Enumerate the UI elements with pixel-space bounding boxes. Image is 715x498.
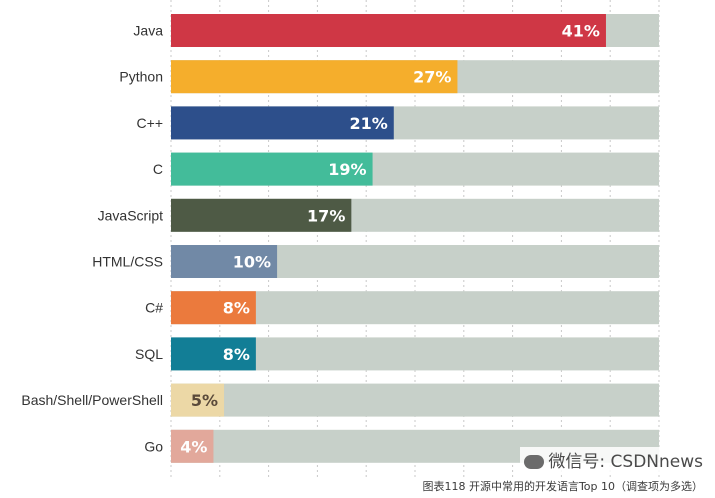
category-label: C++ bbox=[137, 115, 163, 131]
category-label: Python bbox=[119, 69, 163, 85]
category-label: SQL bbox=[135, 346, 163, 362]
category-label: C bbox=[153, 161, 163, 177]
bar bbox=[171, 14, 606, 47]
watermark: 微信号: CSDNnews bbox=[520, 447, 707, 472]
value-label: 4% bbox=[180, 437, 207, 456]
bar bbox=[171, 106, 394, 140]
category-labels: Java Python C++ C JavaScript HTML/CSS C# SQL Bas… bbox=[21, 23, 163, 455]
bar-track bbox=[171, 383, 659, 417]
bar bbox=[171, 383, 225, 417]
bar bbox=[171, 429, 214, 463]
value-labels: 41% 27% 21% 19% 17% 10% 8% 8% 5% 4% bbox=[180, 22, 600, 457]
category-label: JavaScript bbox=[98, 207, 163, 223]
value-label: 19% bbox=[328, 160, 366, 179]
value-label: 21% bbox=[349, 114, 387, 133]
bars bbox=[171, 14, 606, 463]
wechat-icon bbox=[524, 455, 545, 469]
bar bbox=[171, 337, 256, 371]
value-label: 10% bbox=[233, 253, 271, 272]
value-label: 41% bbox=[562, 22, 600, 41]
category-label: Go bbox=[144, 438, 163, 454]
chart-caption: 图表118 开源中常用的开发语言Top 10（调查项为多选） bbox=[420, 478, 705, 494]
bar bbox=[171, 291, 256, 325]
value-label: 8% bbox=[223, 299, 250, 318]
category-label: Bash/Shell/PowerShell bbox=[21, 392, 163, 408]
category-label: C# bbox=[145, 300, 163, 316]
bar bbox=[171, 245, 278, 278]
category-label: HTML/CSS bbox=[92, 254, 163, 270]
watermark-text: 微信号: CSDNnews bbox=[548, 452, 703, 472]
bar bbox=[171, 152, 373, 186]
bar bbox=[171, 198, 352, 232]
value-label: 27% bbox=[413, 68, 451, 87]
bar bbox=[171, 60, 458, 94]
value-label: 17% bbox=[307, 206, 345, 225]
category-label: Java bbox=[133, 23, 163, 39]
value-label: 8% bbox=[223, 345, 250, 364]
value-label: 5% bbox=[191, 391, 218, 410]
